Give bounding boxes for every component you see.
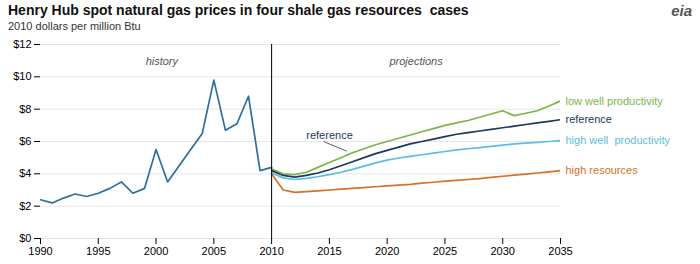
svg-text:2035: 2035 bbox=[548, 245, 572, 257]
svg-text:$2: $2 bbox=[19, 200, 31, 212]
svg-text:projections: projections bbox=[388, 55, 443, 67]
svg-text:$4: $4 bbox=[19, 167, 31, 179]
html-text:eia: eia bbox=[671, 2, 692, 19]
svg-text:reference: reference bbox=[306, 129, 352, 141]
svg-text:$10: $10 bbox=[13, 70, 31, 82]
svg-text:reference: reference bbox=[566, 113, 612, 125]
svg-text:$6: $6 bbox=[19, 135, 31, 147]
svg-text:2030: 2030 bbox=[490, 245, 514, 257]
html-text:2010 dollars per million Btu: 2010 dollars per million Btu bbox=[8, 20, 141, 32]
svg-text:2010: 2010 bbox=[259, 245, 283, 257]
svg-text:$8: $8 bbox=[19, 103, 31, 115]
svg-text:$0: $0 bbox=[19, 232, 31, 244]
svg-text:$12: $12 bbox=[13, 38, 31, 50]
svg-text:2015: 2015 bbox=[317, 245, 341, 257]
svg-text:2000: 2000 bbox=[144, 245, 168, 257]
svg-text:2020: 2020 bbox=[375, 245, 399, 257]
svg-text:2025: 2025 bbox=[433, 245, 457, 257]
html-text:Henry Hub spot natural gas pri: Henry Hub spot natural gas prices in fou… bbox=[8, 2, 469, 18]
svg-text:2005: 2005 bbox=[202, 245, 226, 257]
svg-text:1990: 1990 bbox=[28, 245, 52, 257]
svg-text:high well productivity: high well productivity bbox=[566, 134, 671, 146]
svg-text:low well productivity: low well productivity bbox=[566, 95, 664, 107]
svg-text:history: history bbox=[146, 55, 180, 67]
svg-text:high resources: high resources bbox=[566, 164, 639, 176]
svg-text:1995: 1995 bbox=[86, 245, 110, 257]
